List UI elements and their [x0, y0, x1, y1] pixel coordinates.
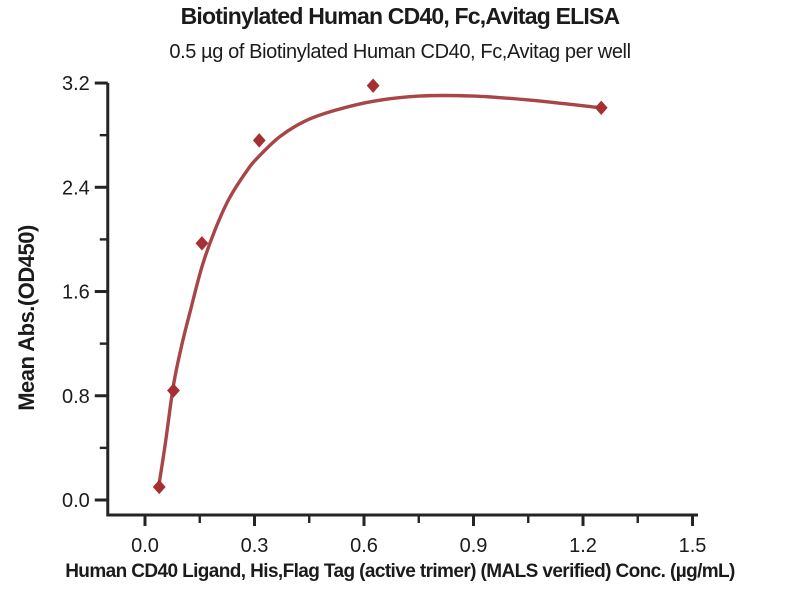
y-tick-label: 3.2	[62, 73, 90, 95]
y-tick-label: 0.8	[62, 386, 90, 408]
chart-title: Biotinylated Human CD40, Fc,Avitag ELISA	[180, 3, 621, 29]
x-tick-label: 0.3	[241, 535, 269, 557]
data-point-marker	[252, 133, 266, 148]
x-tick-label: 1.2	[569, 535, 597, 557]
x-tick-label: 0.9	[460, 535, 488, 557]
data-point-marker	[167, 383, 180, 398]
data-point-marker	[366, 78, 380, 93]
y-axis-label: Mean Abs.(OD450)	[14, 225, 39, 411]
data-point-marker	[594, 100, 608, 115]
y-tick-label: 1.6	[62, 282, 90, 304]
x-tick-label: 0.6	[350, 535, 378, 557]
axis-spines	[106, 83, 698, 517]
data-point-marker	[195, 236, 209, 251]
x-tick-label: 1.5	[679, 535, 707, 557]
fit-curve	[157, 93, 603, 485]
y-tick-label: 2.4	[62, 177, 90, 199]
chart-subtitle: 0.5 µg of Biotinylated Human CD40, Fc,Av…	[169, 41, 631, 63]
y-tick-label: 0.0	[62, 490, 90, 512]
data-point-marker	[152, 479, 166, 495]
x-tick-label: 0.0	[131, 535, 159, 557]
x-axis-label: Human CD40 Ligand, His,Flag Tag (active …	[65, 561, 735, 582]
